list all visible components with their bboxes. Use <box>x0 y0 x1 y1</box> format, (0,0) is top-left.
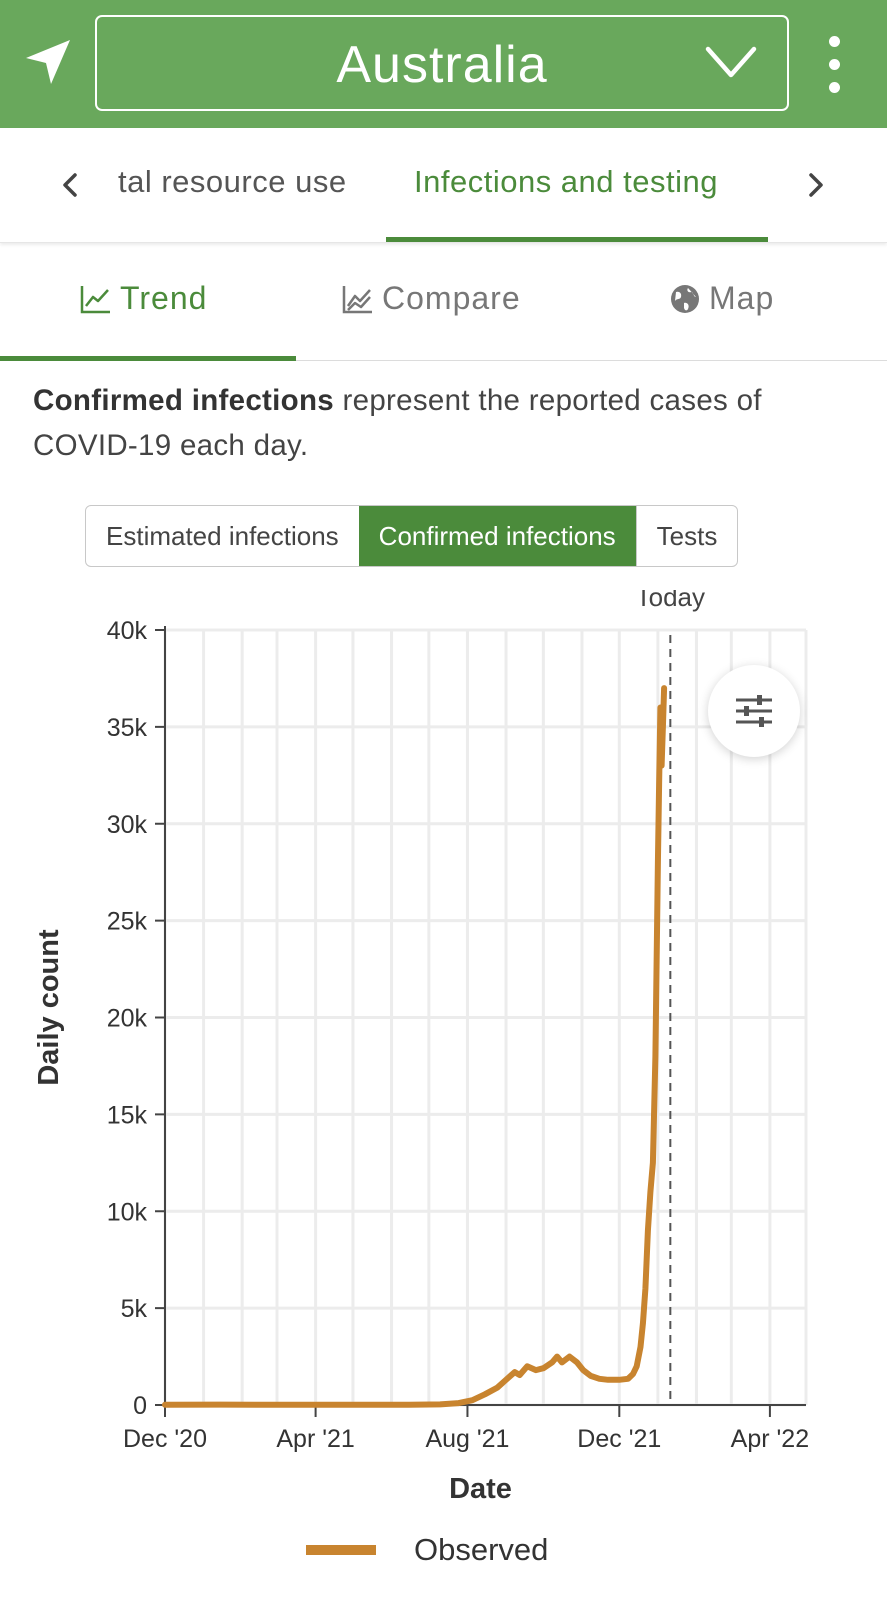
tab-map[interactable]: Map <box>669 280 774 317</box>
option-tests[interactable]: Tests <box>635 506 738 566</box>
y-tick-label: 30k <box>107 811 148 839</box>
legend-label-observed: Observed <box>414 1532 548 1567</box>
tab-trend[interactable]: Trend <box>80 280 207 317</box>
active-view-indicator <box>0 356 296 361</box>
tab-trend-label: Trend <box>120 280 208 316</box>
y-tick-label: 25k <box>107 908 148 936</box>
chart-settings-button[interactable] <box>708 665 800 757</box>
today-label: Today <box>636 590 705 612</box>
option-estimated-infections[interactable]: Estimated infections <box>106 521 339 551</box>
category-tabs: tal resource use Infections and testing <box>0 128 887 243</box>
tab-compare[interactable]: Compare <box>342 280 521 317</box>
description-text: represent the reported cases of COVID-19… <box>33 384 762 462</box>
series-line-observed <box>162 685 668 1408</box>
multi-line-chart-icon <box>342 285 372 313</box>
x-tick-label: Dec '20 <box>123 1425 207 1453</box>
y-tick-label: 20k <box>107 1005 148 1033</box>
x-axis-label: Date <box>449 1473 512 1505</box>
x-tick-label: Dec '21 <box>577 1425 661 1453</box>
chevron-left-icon[interactable] <box>58 168 82 202</box>
tab-infections-testing[interactable]: Infections and testing <box>386 128 768 242</box>
chart-axes: 0 5k 10k 15k 20k 25k 30k 35k 40k Dec '20 Apr '21 Au… <box>107 617 809 1453</box>
y-tick-label: 35k <box>107 714 148 742</box>
y-tick-label: 10k <box>107 1198 148 1226</box>
x-tick-label: Apr '21 <box>276 1425 354 1453</box>
chevron-right-icon[interactable] <box>804 168 828 202</box>
y-tick-label: 40k <box>107 617 148 645</box>
trend-chart: 0 5k 10k 15k 20k 25k 30k 35k 40k Dec '20 Apr '21 Au… <box>33 590 809 1567</box>
y-tick-label: 15k <box>107 1101 148 1129</box>
y-axis-label: Daily count <box>33 929 65 1086</box>
country-name: Australia <box>336 36 548 94</box>
tab-infections-testing-label: Infections and testing <box>414 164 718 199</box>
country-dropdown[interactable]: Australia <box>95 15 789 111</box>
chart-grid <box>163 628 808 1407</box>
globe-icon <box>671 284 699 313</box>
chart-series <box>162 685 668 1408</box>
y-tick-label: 5k <box>121 1295 148 1323</box>
option-confirmed-infections[interactable]: Confirmed infections <box>358 506 636 566</box>
y-tick-label: 0 <box>133 1392 147 1420</box>
location-arrow-icon[interactable] <box>20 34 76 90</box>
sliders-icon <box>736 695 772 727</box>
tab-resource-use[interactable]: tal resource use <box>118 164 347 199</box>
metric-description: Confirmed infections represent the repor… <box>33 378 863 468</box>
active-tab-indicator <box>386 237 768 242</box>
chevron-down-icon <box>705 46 757 78</box>
metric-selector: Estimated infections Confirmed infection… <box>85 505 739 567</box>
tab-map-label: Map <box>709 280 775 316</box>
description-bold: Confirmed infections <box>33 384 335 417</box>
view-tabs: Trend Compare Map <box>0 242 887 361</box>
app-header: Australia <box>0 0 887 128</box>
tab-compare-label: Compare <box>382 280 521 316</box>
line-chart-icon <box>80 285 110 313</box>
more-vertical-icon[interactable] <box>828 36 842 94</box>
x-tick-label: Aug '21 <box>425 1425 509 1453</box>
x-tick-label: Apr '22 <box>731 1425 809 1453</box>
